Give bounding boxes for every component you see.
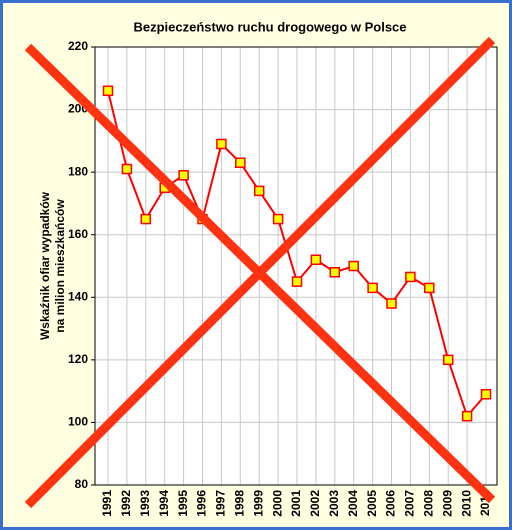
marker	[367, 282, 378, 294]
plot-border	[94, 46, 498, 486]
marker	[329, 267, 341, 278]
marker	[121, 163, 133, 175]
y-tick-label: 120	[68, 352, 88, 366]
y-tick-label: 220	[68, 39, 88, 53]
marker	[140, 213, 152, 225]
x-tick-label: 1993	[138, 490, 152, 517]
x-tick-label: 1996	[195, 490, 209, 517]
marker	[291, 276, 303, 287]
y-tick-label: 160	[68, 227, 88, 241]
x-tick-label: 2003	[327, 490, 341, 517]
x-tick-label: 2009	[440, 490, 454, 517]
y-axis-label: na milion mieszkańców	[53, 199, 67, 333]
marker	[348, 260, 359, 272]
y-tick-label: 180	[68, 164, 88, 178]
x-tick-label: 1997	[214, 490, 228, 517]
chart-title: Bezpieczeństwo ruchu drogowego w Polsce	[133, 19, 406, 34]
marker	[386, 298, 397, 309]
marker	[272, 213, 284, 225]
x-tick-label: 1995	[176, 490, 190, 517]
marker	[424, 282, 435, 294]
marker	[310, 254, 322, 265]
x-tick-label: 1992	[119, 490, 133, 517]
x-tick-label: 2008	[421, 490, 435, 517]
marker	[102, 85, 114, 97]
marker	[253, 185, 265, 197]
x-tick-label: 2005	[365, 490, 379, 517]
x-tick-label: 2001	[289, 490, 303, 517]
marker	[405, 271, 416, 283]
y-tick-label: 80	[75, 477, 89, 491]
x-tick-label: 2006	[384, 490, 398, 517]
x-tick-label: 1998	[232, 490, 246, 517]
y-tick-label: 100	[68, 415, 88, 429]
marker	[461, 410, 473, 422]
marker	[480, 389, 492, 400]
x-tick-label: 2010	[459, 490, 473, 517]
x-tick-label: 2000	[270, 490, 284, 517]
plot-area	[94, 46, 498, 486]
x-tick-label: 1994	[157, 490, 171, 517]
marker	[216, 138, 227, 150]
x-tick-label: 2007	[403, 490, 417, 517]
x-tick-label: 2004	[346, 490, 360, 517]
y-tick-label: 140	[68, 289, 88, 303]
y-axis-label: Wskaźnik ofiar wypadków	[38, 191, 52, 340]
marker	[235, 157, 246, 169]
x-tick-label: 1991	[100, 490, 114, 517]
marker	[178, 170, 189, 181]
cross-line	[24, 36, 496, 509]
marker	[442, 354, 454, 366]
x-tick-label: 1999	[251, 490, 265, 517]
x-tick-label: 2002	[308, 490, 322, 517]
